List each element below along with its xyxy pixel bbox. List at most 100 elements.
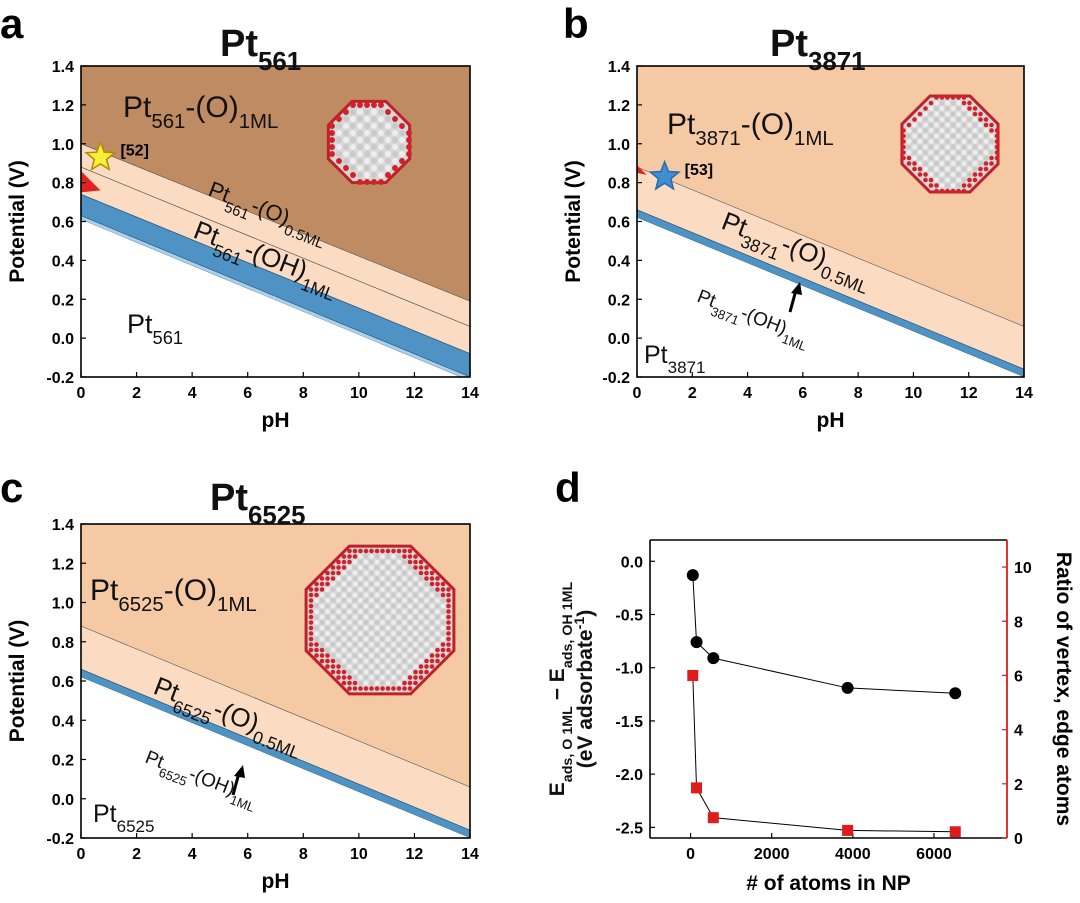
atom [330,609,336,614]
atom [319,620,325,625]
atom [983,117,989,122]
atom [385,669,391,675]
atom [308,587,314,592]
atom [343,158,349,164]
atom [402,653,407,658]
atom [391,587,396,592]
atom [440,609,446,614]
atom [950,139,956,144]
atom [402,592,407,598]
y-tick-label: 1.2 [52,556,74,573]
atom [994,155,1000,161]
atom [385,592,391,598]
atom [961,117,967,122]
nanoparticle-a [326,99,412,185]
atom [961,166,967,172]
atom [424,570,429,576]
atom [385,642,391,647]
atom [347,581,352,587]
atom [917,155,923,161]
atom [435,581,440,587]
atom [967,166,972,172]
atom [429,636,435,642]
atom [950,100,956,106]
x-tick-label: 4000 [835,846,871,863]
atom [967,144,972,150]
atom [357,158,363,164]
atom [407,614,413,620]
atom [429,664,435,669]
atom [956,155,961,161]
atom [352,686,358,691]
y-right-tick-label: 6 [1014,668,1023,685]
atom [314,609,319,614]
atom [364,123,370,129]
atom [380,625,385,631]
arrow-head [791,282,802,295]
atom [901,150,906,155]
atom [347,598,352,603]
atom [406,151,412,157]
region-oh-edge [81,215,470,377]
atom [363,603,369,609]
atom [347,642,352,647]
atom [440,636,446,642]
atom [989,150,994,155]
y-left-tick-label: -1.5 [615,714,643,731]
atom [358,576,363,581]
atom [385,620,391,625]
atom [994,150,1000,155]
atom [341,642,347,647]
atom [413,675,418,680]
atom [330,642,336,647]
atom [928,106,934,111]
atom [352,559,358,565]
atom [424,581,429,587]
atom [961,111,967,117]
atom [358,647,363,653]
atom [319,625,325,631]
atom [391,548,396,554]
atom [407,592,413,598]
panel-c: 0 2 4 6 8 10 12 14 -0.2 0.0 0.2 0.4 0.6 0.8 1.0 1.2 1.4 p… [0,464,479,893]
atom [407,548,413,554]
atom [923,111,928,117]
atom [363,554,369,559]
y-tick-label: 0.2 [608,292,630,309]
atom [424,609,429,614]
atom [967,133,972,139]
atom [413,565,418,570]
atom [950,188,956,194]
atom [380,548,385,554]
atom [429,631,435,636]
atom [396,664,402,669]
atom [934,144,939,150]
atom [402,680,407,686]
atom [392,144,398,150]
atom [392,137,398,143]
atom [363,620,369,625]
atom [369,559,374,565]
atom [336,158,342,164]
atom [945,128,950,133]
atom [950,161,956,166]
atom [429,570,435,576]
atom [385,144,391,150]
atom [308,625,314,631]
atom [978,117,983,122]
atom [939,183,945,188]
x-tick-label: 6 [798,385,807,402]
atom [347,620,352,625]
atom [923,155,928,161]
atom [336,603,341,609]
atom [341,570,347,576]
atom [330,664,336,669]
panel-a: 0 2 4 6 8 10 12 14 -0.2 0.0 0.2 0.4 0.6 0.8 1.0 1.2 1.4 p… [0,0,479,432]
atom [358,664,363,669]
atom [424,592,429,598]
atom [378,123,384,129]
atom [380,614,385,620]
atom [341,664,347,669]
atom [369,658,374,664]
atom [402,636,407,642]
